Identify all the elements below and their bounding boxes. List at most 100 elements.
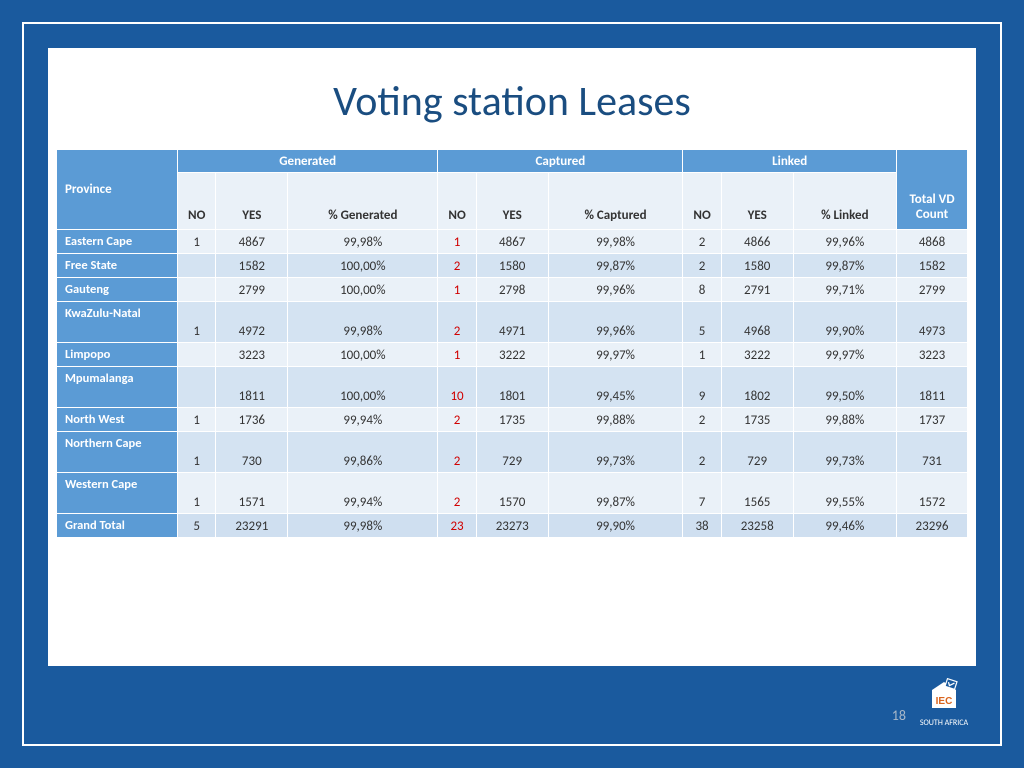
row-label: Mpumalanga <box>57 367 177 407</box>
cell: 1811 <box>216 367 287 407</box>
ballot-icon: IEC <box>924 678 964 716</box>
cell: 730 <box>216 432 287 472</box>
cell: 9 <box>683 367 720 407</box>
cell: 3222 <box>477 343 548 366</box>
table-row: Eastern Cape1486799,98%1486799,98%248669… <box>57 230 967 253</box>
cell: 1580 <box>477 254 548 277</box>
cell: 1582 <box>216 254 287 277</box>
subheader-2: % Generated <box>288 173 437 229</box>
header-total-l1: Total VD <box>909 192 954 207</box>
cell: 99,73% <box>794 432 896 472</box>
header-province: Province <box>57 150 177 229</box>
cell: 10 <box>438 367 475 407</box>
row-label: Free State <box>57 254 177 277</box>
cell: 3222 <box>722 343 793 366</box>
cell: 1737 <box>897 408 967 431</box>
cell: 99,97% <box>794 343 896 366</box>
cell: 4968 <box>722 302 793 342</box>
row-label: Western Cape <box>57 473 177 513</box>
cell: 99,45% <box>549 367 683 407</box>
subheader-7: YES <box>722 173 793 229</box>
cell <box>178 278 215 301</box>
row-label: North West <box>57 408 177 431</box>
cell: 7 <box>683 473 720 513</box>
page-title: Voting station Leases <box>48 48 976 149</box>
cell: 99,88% <box>794 408 896 431</box>
cell: 100,00% <box>288 343 437 366</box>
cell: 99,86% <box>288 432 437 472</box>
cell: 23273 <box>477 514 548 537</box>
subheader-4: YES <box>477 173 548 229</box>
cell: 99,87% <box>549 473 683 513</box>
table-row: Limpopo3223100,00%1322299,97%1322299,97%… <box>57 343 967 366</box>
cell: 4867 <box>216 230 287 253</box>
cell: 1 <box>438 343 475 366</box>
subheader-8: % Linked <box>794 173 896 229</box>
cell: 23 <box>438 514 475 537</box>
row-label: KwaZulu-Natal <box>57 302 177 342</box>
row-label: Gauteng <box>57 278 177 301</box>
cell: 99,46% <box>794 514 896 537</box>
cell: 38 <box>683 514 720 537</box>
cell: 99,98% <box>288 230 437 253</box>
cell: 99,90% <box>549 514 683 537</box>
cell: 2799 <box>897 278 967 301</box>
table-row: Free State1582100,00%2158099,87%2158099,… <box>57 254 967 277</box>
cell: 2 <box>438 302 475 342</box>
row-label: Northern Cape <box>57 432 177 472</box>
cell: 1565 <box>722 473 793 513</box>
cell: 1572 <box>897 473 967 513</box>
cell: 2 <box>683 432 720 472</box>
table-row: KwaZulu-Natal1497299,98%2497199,96%54968… <box>57 302 967 342</box>
cell: 1571 <box>216 473 287 513</box>
logo-text: SOUTH AFRICA <box>920 718 968 728</box>
cell: 1735 <box>722 408 793 431</box>
cell: 1 <box>683 343 720 366</box>
cell: 99,87% <box>549 254 683 277</box>
svg-text:IEC: IEC <box>936 696 953 707</box>
table-body: Eastern Cape1486799,98%1486799,98%248669… <box>57 230 967 537</box>
cell: 4866 <box>722 230 793 253</box>
cell: 99,90% <box>794 302 896 342</box>
cell: 1802 <box>722 367 793 407</box>
cell: 4971 <box>477 302 548 342</box>
cell: 99,55% <box>794 473 896 513</box>
header-group-generated: Generated <box>178 150 437 172</box>
cell: 1811 <box>897 367 967 407</box>
cell: 99,50% <box>794 367 896 407</box>
header-group-captured: Captured <box>438 150 682 172</box>
cell: 4972 <box>216 302 287 342</box>
cell: 1735 <box>477 408 548 431</box>
grand-total-row: Grand Total52329199,98%232327399,90%3823… <box>57 514 967 537</box>
cell: 99,98% <box>288 302 437 342</box>
grand-total-label: Grand Total <box>57 514 177 537</box>
iec-logo: IEC SOUTH AFRICA <box>918 678 970 730</box>
cell: 8 <box>683 278 720 301</box>
cell: 99,87% <box>794 254 896 277</box>
cell: 99,94% <box>288 408 437 431</box>
cell: 100,00% <box>288 278 437 301</box>
cell: 729 <box>722 432 793 472</box>
cell: 1 <box>438 230 475 253</box>
cell: 2791 <box>722 278 793 301</box>
cell: 1 <box>178 408 215 431</box>
cell: 2 <box>683 230 720 253</box>
header-total-l2: Count <box>916 207 948 222</box>
cell: 2798 <box>477 278 548 301</box>
table-row: North West1173699,94%2173599,88%2173599,… <box>57 408 967 431</box>
cell: 2 <box>438 408 475 431</box>
cell: 4973 <box>897 302 967 342</box>
cell: 2 <box>438 254 475 277</box>
cell: 99,88% <box>549 408 683 431</box>
cell: 99,96% <box>549 302 683 342</box>
subheader-row: NOYES% GeneratedNOYES% CapturedNOYES% Li… <box>57 173 967 229</box>
cell: 23258 <box>722 514 793 537</box>
subheader-3: NO <box>438 173 475 229</box>
subheader-5: % Captured <box>549 173 683 229</box>
cell: 2799 <box>216 278 287 301</box>
leases-table: Province Generated Captured Linked Total… <box>56 149 968 538</box>
content-area: Voting station Leases Province Generated… <box>48 48 976 666</box>
cell: 4867 <box>477 230 548 253</box>
cell: 23291 <box>216 514 287 537</box>
cell <box>178 343 215 366</box>
